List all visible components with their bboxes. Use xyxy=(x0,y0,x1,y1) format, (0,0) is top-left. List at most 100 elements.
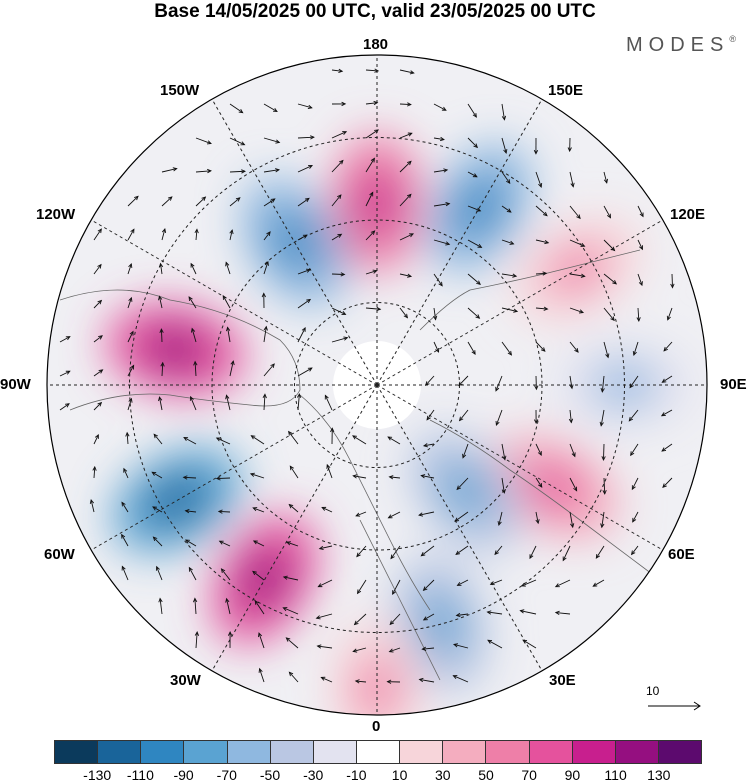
wind-arrow xyxy=(501,239,514,245)
wind-arrow xyxy=(467,239,482,248)
wind-arrow xyxy=(467,137,478,148)
wind-arrow xyxy=(495,375,503,391)
wind-arrow xyxy=(459,409,469,421)
colorbar-tick-label: 70 xyxy=(521,767,537,783)
colorbar-segment xyxy=(226,740,270,764)
wind-arrow xyxy=(93,466,96,479)
wind-arrow xyxy=(222,295,231,309)
wind-arrow-head xyxy=(580,273,586,278)
colorbar-tick-label: 10 xyxy=(391,767,408,783)
lon-label-120w: 120W xyxy=(36,206,76,223)
wind-arrow-head xyxy=(403,313,409,319)
wind-arrow xyxy=(286,541,299,547)
wind-arrow-head xyxy=(227,631,233,636)
wind-arrow-head xyxy=(533,149,539,155)
wind-arrow xyxy=(161,362,164,377)
lon-label-0: 0 xyxy=(372,718,381,735)
wind-arrow xyxy=(535,477,543,488)
wind-arrow-head xyxy=(595,554,600,559)
wind-arrow xyxy=(185,539,197,547)
wind-arrow-head xyxy=(89,498,95,504)
lon-label-150e: 150E xyxy=(548,82,584,99)
reference-vector-label: 10 xyxy=(646,684,660,698)
wind-arrow xyxy=(365,102,378,105)
wind-arrow-head xyxy=(426,415,431,421)
wind-arrow-head xyxy=(194,631,200,636)
wind-arrow-head xyxy=(445,241,451,246)
wind-arrow-head xyxy=(386,679,392,684)
lon-label-60w: 60W xyxy=(44,546,75,563)
colorbar-segment xyxy=(140,740,184,764)
wind-arrow xyxy=(633,341,639,356)
wind-arrow xyxy=(425,375,435,386)
wind-arrow xyxy=(637,273,643,286)
wind-arrow-head xyxy=(477,243,483,248)
colorbar-tick-label: -110 xyxy=(126,767,154,783)
wind-arrow-head xyxy=(497,521,502,527)
wind-arrow xyxy=(433,169,448,173)
meridian-line xyxy=(376,98,543,386)
wind-arrow xyxy=(127,398,132,411)
wind-arrow-head xyxy=(275,139,281,144)
wind-arrow-head xyxy=(225,394,230,400)
wind-arrow xyxy=(229,197,241,207)
wind-arrow-head xyxy=(285,637,291,642)
wind-arrow-head xyxy=(660,412,666,417)
wind-arrow-head xyxy=(254,600,259,605)
wind-arrow xyxy=(419,679,435,683)
wind-arrow-head xyxy=(610,316,615,322)
wind-arrow-head xyxy=(121,501,126,507)
wind-vectors xyxy=(59,68,675,684)
wind-arrow xyxy=(331,307,346,315)
wind-arrow-head xyxy=(422,443,428,448)
wind-arrow-head xyxy=(240,141,246,146)
wind-arrow xyxy=(365,158,375,173)
wind-arrow-head xyxy=(475,314,481,319)
wind-arrow-head xyxy=(441,106,447,111)
wind-arrow-head xyxy=(495,420,500,426)
wind-arrow-head xyxy=(130,228,135,234)
brand-logo: MODES® xyxy=(626,34,736,56)
wind-arrow-head xyxy=(352,648,358,653)
lon-label-60e: 60E xyxy=(668,546,695,563)
wind-arrow xyxy=(355,680,367,683)
wind-arrow xyxy=(433,307,437,320)
wind-arrow xyxy=(529,545,537,559)
wind-arrow xyxy=(195,196,206,207)
wind-arrow-head xyxy=(272,107,278,113)
wind-arrow xyxy=(365,129,379,139)
wind-arrow xyxy=(225,262,231,275)
colorbar-segment xyxy=(399,740,443,764)
wind-arrow-head xyxy=(606,213,611,219)
colorbar-tick-label: -10 xyxy=(346,767,367,783)
wind-arrow-head xyxy=(456,581,462,586)
wind-arrow-head xyxy=(94,433,99,439)
wind-arrow xyxy=(521,579,537,587)
wind-arrow xyxy=(153,433,163,445)
wind-arrow-head xyxy=(97,401,103,407)
wind-arrow xyxy=(126,432,129,445)
wind-arrow xyxy=(331,194,342,207)
wind-arrow xyxy=(297,327,306,343)
wind-arrow xyxy=(331,233,342,241)
wind-arrow-head xyxy=(282,607,288,612)
wind-arrow xyxy=(455,545,469,555)
wind-arrow xyxy=(399,233,414,241)
wind-arrow xyxy=(467,171,478,178)
wind-arrow-head xyxy=(407,132,413,137)
wind-arrow-head xyxy=(630,550,636,556)
wind-arrow-head xyxy=(599,421,604,427)
colorbar-tick-label: -30 xyxy=(303,767,324,783)
wind-arrow-head xyxy=(452,643,459,648)
wind-arrow xyxy=(630,443,639,456)
wind-arrow xyxy=(121,534,129,547)
wind-arrow-head xyxy=(543,306,549,311)
wind-arrow xyxy=(501,205,512,213)
wind-arrow xyxy=(151,471,163,479)
wind-arrow-head xyxy=(455,612,461,618)
wind-arrow xyxy=(456,477,469,490)
wind-arrow xyxy=(535,239,549,244)
wind-arrow-head xyxy=(592,582,598,587)
wind-arrow-head xyxy=(225,597,230,603)
wind-arrow xyxy=(263,198,276,207)
